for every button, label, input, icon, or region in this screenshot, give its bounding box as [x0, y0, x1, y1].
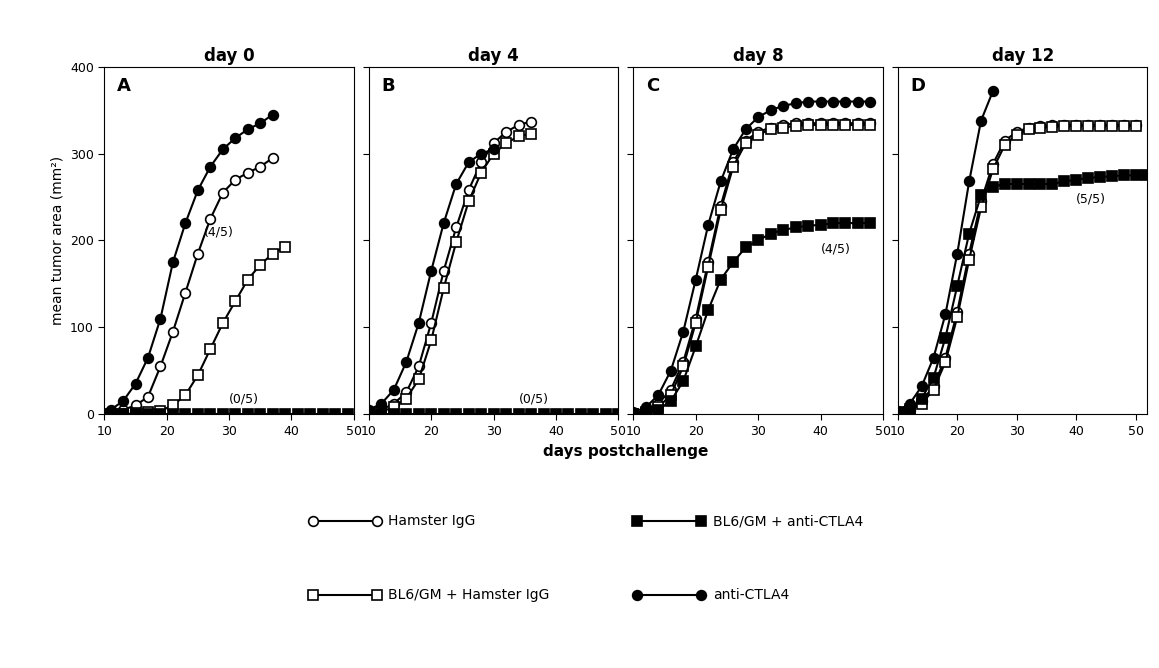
Text: (5/5): (5/5) — [1076, 192, 1106, 205]
Title: day 4: day 4 — [468, 47, 519, 65]
Text: (4/5): (4/5) — [204, 225, 234, 238]
Text: C: C — [646, 77, 659, 96]
Text: BL6/GM + Hamster IgG: BL6/GM + Hamster IgG — [388, 588, 549, 601]
Text: (4/5): (4/5) — [821, 242, 851, 256]
Text: BL6/GM + anti-CTLA4: BL6/GM + anti-CTLA4 — [713, 514, 863, 528]
Text: anti-CTLA4: anti-CTLA4 — [713, 588, 789, 601]
Text: (0/5): (0/5) — [229, 392, 260, 405]
Text: Hamster IgG: Hamster IgG — [388, 514, 475, 528]
Text: D: D — [910, 77, 925, 96]
Text: B: B — [381, 77, 395, 96]
Title: day 8: day 8 — [732, 47, 783, 65]
Y-axis label: mean tumor area (mm²): mean tumor area (mm²) — [51, 156, 65, 325]
Text: days postchallenge: days postchallenge — [544, 444, 708, 459]
Title: day 0: day 0 — [204, 47, 254, 65]
Text: A: A — [117, 77, 131, 96]
Title: day 12: day 12 — [991, 47, 1054, 65]
Text: (0/5): (0/5) — [518, 392, 548, 405]
